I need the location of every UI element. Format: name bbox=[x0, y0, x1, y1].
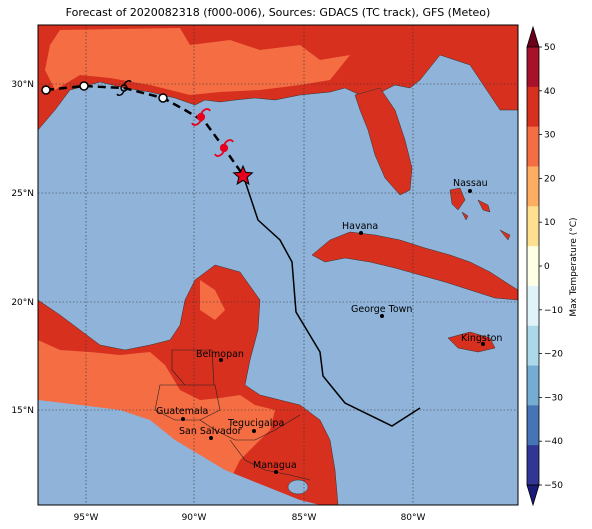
city-label: Guatemala bbox=[156, 406, 208, 417]
longitude-labels: 95°W 90°W 85°W 80°W bbox=[74, 513, 426, 523]
city-tegucigalpa: Tegucigalpa bbox=[227, 418, 284, 433]
colorbar-tick-label: 10 bbox=[544, 218, 556, 228]
svg-text:85°W: 85°W bbox=[292, 513, 317, 523]
land-us-warm-zone bbox=[45, 28, 350, 95]
colorbar-tick-label: 50 bbox=[544, 43, 556, 53]
colorbar-tick-label: 20 bbox=[544, 174, 556, 184]
city-havana: Havana bbox=[342, 221, 378, 235]
land-jamaica bbox=[447, 331, 496, 353]
colorbar-segment bbox=[527, 445, 539, 486]
city-belmopan: Belmopan bbox=[196, 349, 244, 362]
ocean-pacific bbox=[38, 400, 320, 505]
hurricane-icon-1 bbox=[191, 108, 211, 126]
colorbar-tick-label: −10 bbox=[544, 306, 563, 316]
colorbar-tick-label: −40 bbox=[544, 437, 563, 447]
land-bahamas-islands bbox=[461, 199, 511, 241]
city-guatemala: Guatemala bbox=[156, 406, 208, 421]
track-projected-solid bbox=[242, 174, 421, 427]
colorbar-segment bbox=[527, 365, 539, 406]
city-label: George Town bbox=[351, 304, 412, 315]
country-borders bbox=[154, 349, 311, 481]
colorbar-tick-label: 0 bbox=[544, 262, 550, 272]
land-yucatan-warm-zone bbox=[200, 280, 225, 320]
colorbar-segment bbox=[527, 285, 539, 327]
land-florida bbox=[354, 87, 413, 196]
colorbar-segment bbox=[527, 325, 539, 367]
map-title: Forecast of 2020082318 (f000-006), Sourc… bbox=[65, 6, 491, 19]
city-george-town: George Town bbox=[351, 304, 412, 318]
colorbar: 50 40 30 20 10 0 −10 −20 −30 −40 −50 bbox=[526, 25, 563, 507]
colorbar-segment bbox=[527, 166, 539, 207]
colorbar-arrow-top bbox=[526, 25, 540, 48]
colorbar-segment bbox=[527, 47, 539, 88]
city-label: Kingston bbox=[461, 333, 502, 344]
lake-nicaragua bbox=[287, 479, 309, 495]
city-label: Havana bbox=[342, 221, 378, 232]
svg-text:80°W: 80°W bbox=[401, 513, 426, 523]
land-bahamas bbox=[449, 187, 466, 211]
latitude-labels: 30°N 25°N 20°N 15°N bbox=[11, 80, 34, 416]
current-position-star bbox=[232, 164, 254, 186]
hurricane-icon-2 bbox=[214, 139, 234, 157]
city-label: Belmopan bbox=[196, 349, 244, 360]
svg-text:30°N: 30°N bbox=[11, 80, 34, 90]
colorbar-tick-label: −50 bbox=[544, 481, 563, 491]
map-frame bbox=[37, 24, 519, 506]
city-kingston: Kingston bbox=[461, 333, 502, 346]
colorbar-tick-label: 30 bbox=[544, 131, 556, 141]
track-forecast-dashed bbox=[45, 84, 245, 176]
gridlines bbox=[38, 25, 518, 505]
city-managua: Managua bbox=[253, 460, 297, 474]
tropical-storm-icon bbox=[116, 80, 132, 96]
colorbar-segment bbox=[527, 246, 539, 287]
colorbar-segment bbox=[527, 206, 539, 247]
colorbar-segment bbox=[527, 86, 539, 128]
colorbar-tick-label: −20 bbox=[544, 350, 563, 360]
city-label: Tegucigalpa bbox=[227, 418, 284, 429]
svg-text:25°N: 25°N bbox=[11, 189, 34, 199]
colorbar-tick-label: −30 bbox=[544, 393, 563, 403]
city-label: Managua bbox=[253, 460, 297, 471]
colorbar-label: Max Temperature (°C) bbox=[569, 217, 579, 316]
colorbar-segment bbox=[527, 126, 539, 167]
track-point-1 bbox=[41, 85, 51, 95]
svg-text:15°N: 15°N bbox=[11, 406, 34, 416]
svg-text:95°W: 95°W bbox=[74, 513, 99, 523]
city-label: Nassau bbox=[453, 178, 488, 189]
land-cuba bbox=[311, 231, 518, 301]
svg-text:90°W: 90°W bbox=[182, 513, 207, 523]
track-point-2 bbox=[79, 81, 89, 91]
colorbar-segment bbox=[527, 405, 539, 446]
city-nassau: Nassau bbox=[453, 178, 488, 193]
track-point-3 bbox=[158, 93, 168, 103]
city-label: San Salvador bbox=[179, 426, 242, 437]
colorbar-tick-label: 40 bbox=[544, 87, 556, 97]
city-san-salvador: San Salvador bbox=[179, 426, 242, 440]
svg-text:20°N: 20°N bbox=[11, 298, 34, 308]
colorbar-arrow-bottom bbox=[526, 484, 540, 507]
